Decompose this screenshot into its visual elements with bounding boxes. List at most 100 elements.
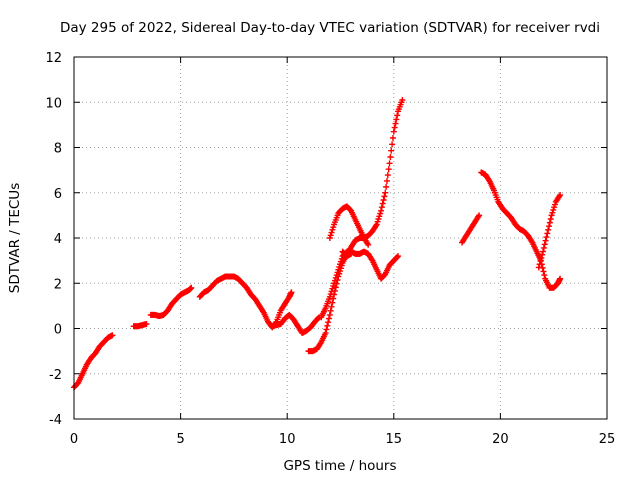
data-point bbox=[338, 255, 345, 262]
data-point bbox=[375, 215, 382, 222]
data-point bbox=[399, 96, 406, 103]
data-point bbox=[331, 280, 338, 287]
data-point bbox=[329, 226, 336, 233]
data-point bbox=[551, 204, 558, 211]
y-tick-label: 12 bbox=[45, 51, 62, 66]
data-point bbox=[394, 112, 401, 119]
series-segment-1 bbox=[71, 332, 116, 391]
data-point bbox=[288, 289, 295, 296]
data-point bbox=[389, 141, 396, 148]
axis-ticks: 0 5 10 15 20 25 -4 -2 0 2 4 6 8 10 12 bbox=[45, 51, 615, 447]
data-point bbox=[374, 218, 381, 225]
data-point bbox=[547, 215, 554, 222]
data-point bbox=[365, 241, 372, 248]
data-point bbox=[536, 261, 543, 268]
y-tick-label: 4 bbox=[54, 232, 62, 247]
data-point bbox=[143, 320, 150, 327]
data-point bbox=[542, 237, 549, 244]
series-segment-8 bbox=[326, 203, 372, 248]
plot-frame bbox=[73, 56, 608, 420]
data-point bbox=[327, 307, 334, 314]
data-point bbox=[535, 264, 542, 271]
data-point bbox=[390, 128, 397, 135]
y-tick-label: 0 bbox=[54, 323, 62, 338]
data-point bbox=[326, 235, 333, 241]
data-point bbox=[188, 284, 195, 291]
data-point bbox=[383, 183, 390, 190]
series-segment-5 bbox=[269, 311, 323, 337]
data-point bbox=[538, 254, 545, 261]
data-point bbox=[541, 272, 548, 279]
data-point bbox=[391, 124, 398, 131]
grid-lines bbox=[74, 57, 607, 419]
data-point bbox=[333, 272, 340, 279]
data-point bbox=[322, 330, 329, 337]
data-point bbox=[383, 177, 390, 184]
data-point bbox=[315, 315, 322, 322]
series-segment-3 bbox=[147, 284, 195, 320]
data-point bbox=[540, 268, 547, 275]
data-point bbox=[540, 248, 547, 255]
data-point bbox=[336, 263, 343, 270]
data-point bbox=[325, 319, 332, 326]
x-tick-label: 25 bbox=[599, 432, 616, 447]
data-point bbox=[395, 253, 402, 260]
data-point bbox=[557, 192, 564, 199]
data-point bbox=[326, 293, 333, 300]
y-axis-label: SDTVAR / TECUs bbox=[7, 183, 23, 293]
data-point bbox=[385, 166, 392, 173]
data-point bbox=[546, 219, 553, 226]
data-point bbox=[476, 212, 483, 219]
data-point bbox=[378, 204, 385, 211]
data-point bbox=[379, 200, 386, 207]
data-point bbox=[323, 326, 330, 333]
data-point bbox=[328, 303, 335, 310]
data-point bbox=[332, 274, 339, 281]
data-point bbox=[334, 269, 341, 276]
data-point bbox=[382, 189, 389, 196]
series-segment-2 bbox=[130, 320, 150, 330]
data-point bbox=[377, 210, 384, 217]
data-point bbox=[325, 315, 332, 322]
data-point bbox=[540, 244, 547, 251]
series-segment-10 bbox=[459, 212, 483, 246]
data-point bbox=[388, 147, 395, 154]
data-point bbox=[551, 201, 558, 208]
y-tick-label: 8 bbox=[54, 142, 62, 157]
data-point bbox=[393, 116, 400, 123]
x-tick-label: 0 bbox=[70, 432, 78, 447]
x-axis-label: GPS time / hours bbox=[283, 458, 396, 474]
series-segment-12 bbox=[535, 192, 564, 271]
data-point bbox=[392, 120, 399, 127]
data-point bbox=[539, 251, 546, 258]
data-point bbox=[335, 266, 342, 273]
y-tick-label: 6 bbox=[54, 187, 62, 202]
data-point bbox=[330, 282, 337, 289]
data-point bbox=[381, 193, 388, 200]
data-point bbox=[557, 275, 564, 282]
y-tick-label: 10 bbox=[45, 96, 62, 111]
data-point bbox=[326, 311, 333, 318]
data-point bbox=[327, 232, 334, 239]
data-point bbox=[328, 229, 335, 236]
data-point bbox=[376, 213, 383, 220]
data-point bbox=[331, 277, 338, 284]
data-point bbox=[537, 258, 544, 265]
data-point bbox=[544, 230, 551, 237]
data-point bbox=[386, 160, 393, 167]
x-tick-label: 10 bbox=[279, 432, 296, 447]
data-point bbox=[328, 288, 335, 295]
data-point bbox=[387, 154, 394, 161]
data-point bbox=[546, 223, 553, 230]
data-point bbox=[348, 250, 355, 257]
y-tick-label: -2 bbox=[49, 368, 62, 383]
data-point bbox=[543, 234, 550, 241]
y-tick-label: -4 bbox=[49, 413, 62, 428]
x-tick-label: 5 bbox=[176, 432, 184, 447]
data-point bbox=[548, 212, 555, 219]
series-segment-4 bbox=[196, 273, 295, 331]
data-point bbox=[324, 322, 331, 329]
data-point bbox=[389, 134, 396, 141]
series-segment-11 bbox=[478, 169, 564, 291]
